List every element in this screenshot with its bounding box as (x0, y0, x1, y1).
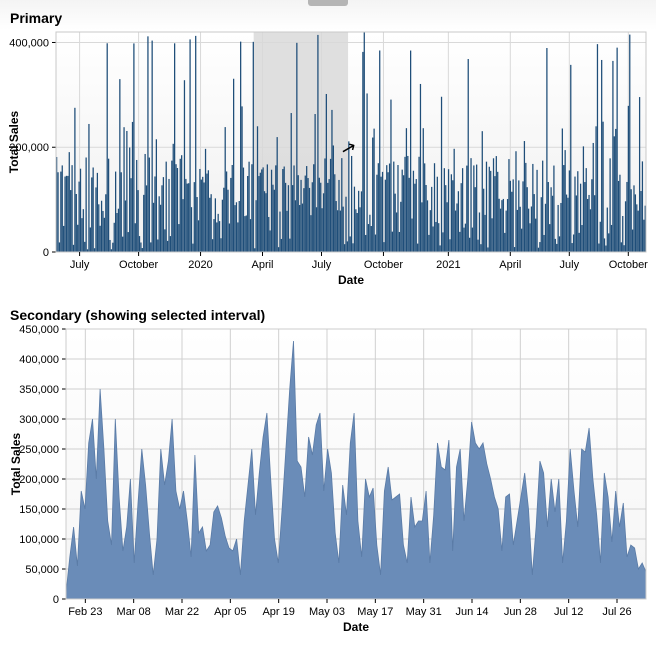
secondary-plot-wrap: 0 50,000 100,000 150,000 200,000 250,000 300,0… (6, 325, 650, 644)
secondary-chart: Secondary (showing selected interval) 0 5… (6, 307, 650, 644)
secondary-xtick-label: Apr 19 (262, 606, 294, 618)
secondary-xtick-label: Jun 28 (504, 606, 537, 618)
secondary-ytick-label: 400,000 (19, 354, 59, 366)
secondary-ytick-label: 300,000 (19, 414, 59, 426)
primary-xtick-label: April (499, 259, 521, 271)
secondary-ytick-label: 250,000 (19, 444, 59, 456)
secondary-ytick-label: 50,000 (25, 564, 59, 576)
primary-plot-svg[interactable]: 0200,000400,000JulyOctober2020AprilJulyO… (6, 28, 652, 290)
primary-xtick-label: July (70, 259, 90, 271)
secondary-ytick-label: 150,000 (19, 504, 59, 516)
primary-chart: Primary 0200,000400,000JulyOctober2020Ap… (6, 10, 650, 295)
window-drag-handle[interactable] (308, 0, 348, 6)
primary-xtick-label: April (251, 259, 273, 271)
primary-xtick-label: October (364, 259, 403, 271)
secondary-xtick-label: Mar 22 (165, 606, 199, 618)
primary-xtick-label: 2021 (436, 259, 460, 271)
primary-ytick-label: 0 (43, 247, 49, 259)
secondary-plot-svg[interactable]: 0 50,000 100,000 150,000 200,000 250,000 300,0… (6, 325, 652, 639)
secondary-xtick-label: Jul 12 (554, 606, 583, 618)
secondary-ytick-label: 100,000 (19, 534, 59, 546)
secondary-xtick-label: May 17 (357, 606, 393, 618)
primary-xtick-label: October (609, 259, 648, 271)
primary-ytick-label: 400,000 (9, 37, 49, 49)
secondary-ytick-label: 450,000 (19, 324, 59, 336)
primary-y-axis-label: Total Sales (7, 110, 21, 173)
secondary-ytick-label: 200,000 (19, 474, 59, 486)
secondary-xtick-label: Mar 08 (117, 606, 151, 618)
secondary-xtick-label: Apr 05 (214, 606, 246, 618)
secondary-ytick-label: 350,000 (19, 384, 59, 396)
primary-xtick-label: October (119, 259, 158, 271)
secondary-y-axis-label: Total Sales (9, 432, 23, 495)
primary-x-axis-label: Date (338, 273, 364, 287)
primary-xtick-label: July (560, 259, 580, 271)
secondary-x-axis-label: Date (343, 620, 369, 634)
secondary-xtick-label: Feb 23 (68, 606, 102, 618)
primary-xtick-label: July (312, 259, 332, 271)
primary-xtick-label: 2020 (188, 259, 212, 271)
secondary-xtick-label: May 31 (406, 606, 442, 618)
secondary-xtick-label: Jun 14 (455, 606, 488, 618)
secondary-xtick-label: May 03 (309, 606, 345, 618)
secondary-chart-title: Secondary (showing selected interval) (6, 307, 650, 323)
primary-chart-title: Primary (6, 10, 650, 26)
secondary-ytick-label: 0 (53, 594, 59, 606)
secondary-xtick-label: Jul 26 (602, 606, 631, 618)
primary-plot-wrap: 0200,000400,000JulyOctober2020AprilJulyO… (6, 28, 650, 295)
